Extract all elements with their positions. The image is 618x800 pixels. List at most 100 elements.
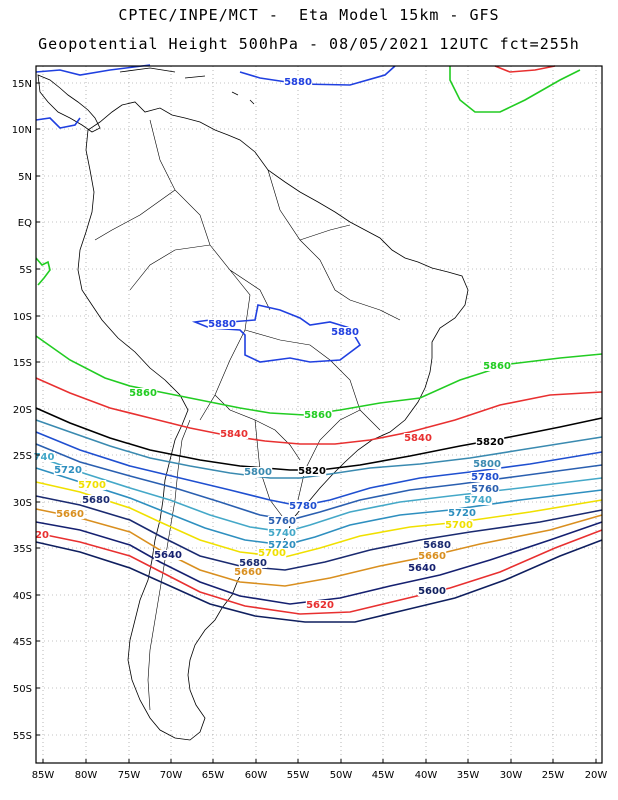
contour-label-bg xyxy=(403,433,433,443)
contour-5840 xyxy=(494,65,556,73)
map-frame xyxy=(35,65,603,764)
contour-label-bg xyxy=(53,465,83,475)
contour-label-bg xyxy=(257,548,287,558)
contour-5600 xyxy=(35,539,603,623)
lat-tick-label: 5N xyxy=(18,172,32,183)
lat-tick-label: 10S xyxy=(13,312,32,323)
contour-label-5780: 5780 xyxy=(471,472,499,483)
lon-tick-label: 40W xyxy=(415,770,438,781)
contour-label-5620: 5620 xyxy=(306,600,334,611)
contour-label-5720: 5720 xyxy=(448,508,476,519)
contour-label-bg xyxy=(34,530,50,540)
lon-tick-label: 65W xyxy=(202,770,225,781)
map-title-line1: CPTEC/INPE/MCT - Eta Model 15km - GFS xyxy=(118,6,500,24)
central-america-coastline xyxy=(37,74,101,133)
contour-label-bg xyxy=(207,319,237,329)
contour-label-bg xyxy=(305,600,335,610)
contour-5860 xyxy=(449,66,581,113)
contour-label-bg xyxy=(444,520,474,530)
contour-label-5880: 5880 xyxy=(331,327,359,338)
contour-labels: 5880 5880 5880 5860 5860 5860 5840 5840 5820 5820… xyxy=(33,77,512,611)
contour-label-bg xyxy=(297,466,327,476)
contour-label-5660: 5660 xyxy=(234,567,262,578)
contour-5880 xyxy=(35,64,151,129)
contour-label-bg xyxy=(128,388,158,398)
contour-label-5740: 5740 xyxy=(464,495,492,506)
contour-label-bg xyxy=(470,484,500,494)
contour-label-5800: 5800 xyxy=(244,467,272,478)
lon-tick-label: 25W xyxy=(542,770,565,781)
contour-label-bg xyxy=(153,550,183,560)
contour-label-5640: 5640 xyxy=(408,563,436,574)
longitude-labels: 85W 80W 75W 70W 65W 60W 55W 50W 45W 40W 35W 30W 25W 2… xyxy=(32,759,608,781)
contour-lines xyxy=(35,64,603,623)
lat-tick-label: 45S xyxy=(13,637,32,648)
contour-label-5780: 5780 xyxy=(289,501,317,512)
contour-label-bg xyxy=(472,459,502,469)
contour-label-5820: 5820 xyxy=(476,437,504,448)
contour-label-5820: 5820 xyxy=(298,466,326,477)
lat-tick-label: 35S xyxy=(13,544,32,555)
contour-label-5680: 5680 xyxy=(82,495,110,506)
contour-label-bg xyxy=(267,516,297,526)
contour-label-5680: 5680 xyxy=(239,558,267,569)
lat-tick-label: 55S xyxy=(13,731,32,742)
contour-5860 xyxy=(35,257,51,286)
contour-label-bg xyxy=(233,567,263,577)
lon-tick-label: 20W xyxy=(585,770,608,781)
contour-label-bg xyxy=(267,528,297,538)
contour-5660 xyxy=(35,508,603,587)
contour-label-bg xyxy=(475,437,505,447)
contour-label-5740: 740 xyxy=(34,452,55,463)
contour-label-5720: 5720 xyxy=(268,540,296,551)
contour-label-bg xyxy=(238,558,268,568)
lat-tick-label: 15S xyxy=(13,358,32,369)
contour-5800 xyxy=(35,419,603,479)
grid-lines xyxy=(36,66,602,763)
contour-label-5880: 5880 xyxy=(208,319,236,330)
contour-5760 xyxy=(35,443,603,521)
lon-tick-label: 55W xyxy=(287,770,310,781)
contour-label-bg xyxy=(422,540,452,550)
contour-label-bg xyxy=(407,563,437,573)
map-title-line2: Geopotential Height 500hPa - 08/05/2021 … xyxy=(38,35,580,53)
contour-label-5840: 5840 xyxy=(220,429,248,440)
contour-label-bg xyxy=(55,509,85,519)
contour-5620 xyxy=(35,529,603,615)
contour-5860 xyxy=(35,335,603,416)
contour-label-5860: 5860 xyxy=(304,410,332,421)
lon-tick-label: 50W xyxy=(330,770,353,781)
contour-5880 xyxy=(239,65,396,86)
contour-label-bg xyxy=(267,540,297,550)
lat-tick-label: 10N xyxy=(12,125,32,136)
lon-tick-label: 85W xyxy=(32,770,55,781)
coastline-borders xyxy=(37,67,469,741)
lon-tick-label: 30W xyxy=(500,770,523,781)
contour-label-5740: 5740 xyxy=(268,528,296,539)
contour-label-5700: 5700 xyxy=(258,548,286,559)
contour-label-5700: 5700 xyxy=(445,520,473,531)
contour-label-bg xyxy=(417,586,447,596)
lon-tick-label: 75W xyxy=(118,770,141,781)
contour-label-5660: 5660 xyxy=(56,509,84,520)
contour-label-bg xyxy=(482,361,512,371)
contour-label-5840: 5840 xyxy=(404,433,432,444)
contour-label-5860: 5860 xyxy=(129,388,157,399)
contour-5840 xyxy=(35,377,603,445)
contour-label-bg xyxy=(288,501,318,511)
contour-label-5660: 5660 xyxy=(418,551,446,562)
contour-label-bg xyxy=(283,77,313,87)
contour-label-5760: 5760 xyxy=(268,516,296,527)
lon-tick-label: 60W xyxy=(245,770,268,781)
contour-5640 xyxy=(35,521,603,605)
lat-tick-label: 25S xyxy=(13,451,32,462)
contour-label-bg xyxy=(77,480,107,490)
contour-5680 xyxy=(35,495,603,571)
lat-tick-label: 40S xyxy=(13,591,32,602)
contour-label-bg xyxy=(243,467,273,477)
contour-label-5880: 5880 xyxy=(284,77,312,88)
latitude-labels: 15N 10N 5N EQ 5S 10S 15S 20S 25S 30S 35S 40S 45S 50S 5… xyxy=(12,79,40,742)
contour-label-5680: 5680 xyxy=(423,540,451,551)
contour-label-bg xyxy=(330,327,360,337)
